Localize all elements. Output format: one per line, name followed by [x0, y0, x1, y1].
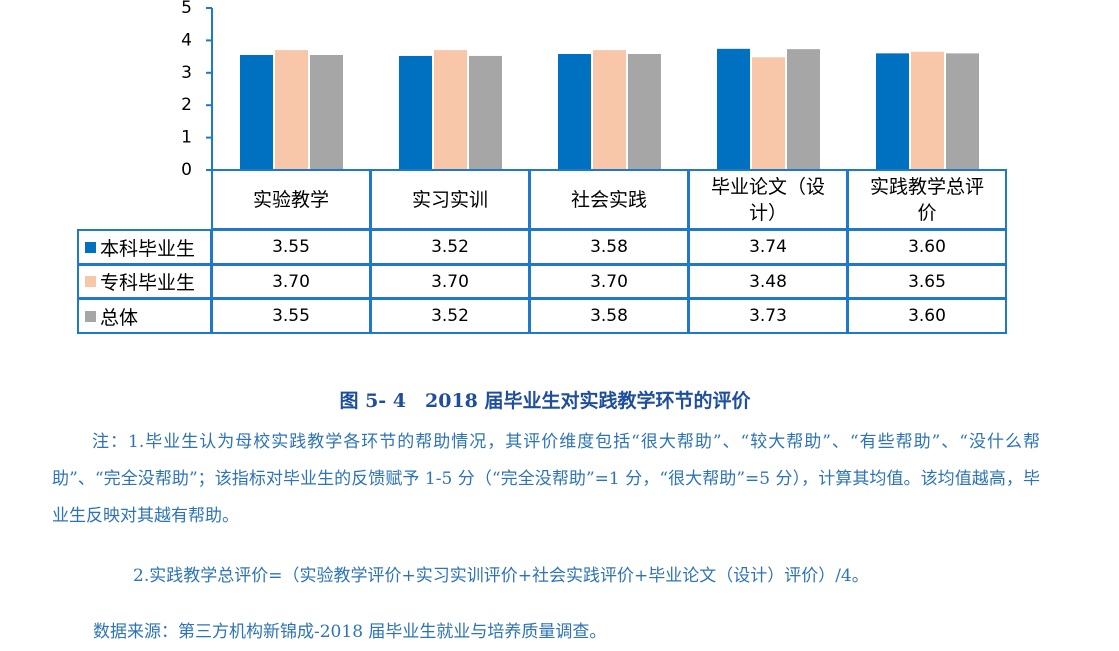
y-tick-label: 3 — [181, 63, 192, 83]
bar — [876, 53, 909, 170]
bar — [240, 54, 273, 171]
bar — [717, 48, 750, 170]
bar — [593, 50, 626, 171]
table-value: 3.55 — [211, 229, 371, 265]
note: 2.实践教学总评价=（实验教学评价+实习实训评价+社会实践评价+毕业论文（设计）… — [133, 566, 869, 586]
legend-swatch — [85, 241, 96, 253]
source-note: 数据来源：第三方机构新锦成-2018 届毕业生就业与培养质量调查。 — [93, 622, 607, 642]
table-value: 3.70 — [211, 264, 371, 299]
bar — [399, 55, 432, 171]
table-value: 3.55 — [211, 298, 371, 334]
y-tick-label: 1 — [181, 128, 192, 148]
y-tick-label: 5 — [181, 0, 192, 18]
bar — [275, 50, 308, 171]
legend-swatch — [85, 276, 96, 287]
table-value: 3.74 — [688, 229, 848, 265]
note: 注：1.毕业生认为母校实践教学各环节的帮助情况，其评价维度包括“很大帮助”、“较… — [52, 432, 1040, 526]
bar — [310, 54, 343, 171]
table-value: 3.70 — [370, 264, 530, 299]
category-header: 实验教学 — [211, 169, 371, 230]
table-value: 3.60 — [847, 298, 1007, 334]
bar — [946, 53, 979, 170]
table-value: 3.52 — [370, 229, 530, 265]
table-value: 3.70 — [529, 264, 689, 299]
series-name: 本科毕业生 — [100, 237, 196, 260]
series-name: 总体 — [100, 306, 139, 329]
y-tick-label: 4 — [181, 30, 192, 50]
y-tick-label: 2 — [181, 95, 192, 115]
legend-entry: 专科毕业生 — [77, 264, 212, 299]
y-tick-label: 0 — [181, 160, 192, 180]
table-value: 3.73 — [688, 298, 848, 334]
series-name: 专科毕业生 — [100, 272, 196, 294]
bar — [558, 54, 591, 171]
category-header: 社会实践 — [529, 169, 689, 230]
bar — [752, 57, 785, 170]
table-value: 3.48 — [688, 264, 848, 299]
bar — [434, 50, 467, 171]
figure-caption: 图 5- 4 2018 届毕业生对实践教学环节的评价 — [339, 390, 751, 412]
bar — [787, 49, 820, 171]
bar — [469, 55, 502, 171]
bar — [628, 54, 661, 171]
category-header: 毕业论文（设计） — [688, 169, 848, 230]
table-value: 3.58 — [529, 229, 689, 265]
table-value: 3.52 — [370, 298, 530, 334]
bar — [911, 51, 944, 170]
legend-entry: 本科毕业生 — [77, 229, 212, 265]
chart: 0 1 2 3 4 5 — [181, 0, 979, 180]
table-value: 3.58 — [529, 298, 689, 334]
table-value: 3.60 — [847, 229, 1007, 265]
table-value: 3.65 — [847, 264, 1007, 299]
category-header: 实践教学总评价 — [847, 169, 1007, 230]
category-header: 实习实训 — [370, 169, 530, 230]
legend-swatch — [85, 310, 96, 322]
legend-entry: 总体 — [77, 298, 212, 334]
